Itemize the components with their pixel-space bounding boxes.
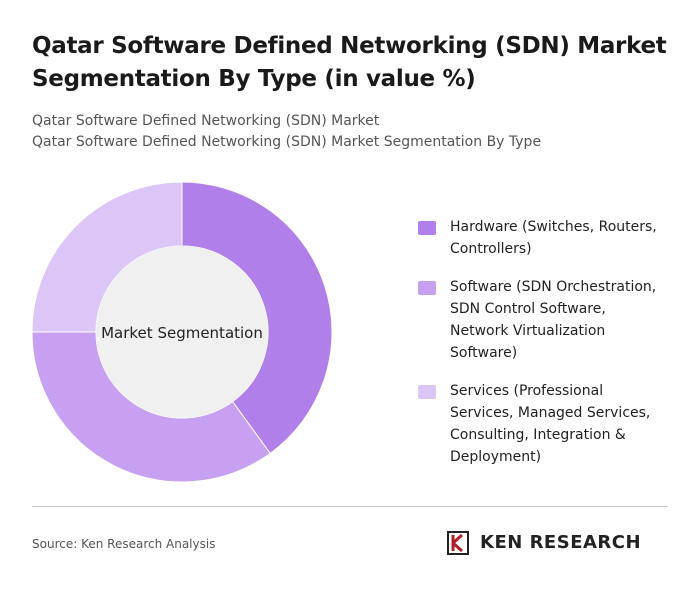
divider <box>32 506 668 507</box>
legend-item: Software (SDN Orchestration, SDN Control… <box>418 276 668 364</box>
center-label: Market Segmentation <box>101 324 263 342</box>
donut-center <box>96 246 268 418</box>
legend: Hardware (Switches, Routers, Controllers… <box>418 216 668 484</box>
subtitle: Qatar Software Defined Networking (SDN) … <box>32 113 380 129</box>
chart-title: Qatar Software Defined Networking (SDN) … <box>32 33 667 92</box>
logo-icon <box>447 531 469 555</box>
legend-item: Hardware (Switches, Routers, Controllers… <box>418 216 668 260</box>
brand: KEN RESEARCH <box>480 532 642 553</box>
legend-swatch <box>418 221 436 235</box>
legend-item: Services (Professional Services, Managed… <box>418 380 668 468</box>
legend-swatch <box>418 385 436 399</box>
donut-chart: Market Segmentation <box>31 181 333 483</box>
source: Source: Ken Research Analysis <box>32 537 216 551</box>
legend-label: Hardware (Switches, Routers, Controllers… <box>450 219 657 257</box>
legend-label: Services (Professional Services, Managed… <box>450 383 651 465</box>
legend-swatch <box>418 281 436 295</box>
legend-label: Software (SDN Orchestration, SDN Control… <box>450 279 657 361</box>
subtitle: Qatar Software Defined Networking (SDN) … <box>32 134 542 150</box>
